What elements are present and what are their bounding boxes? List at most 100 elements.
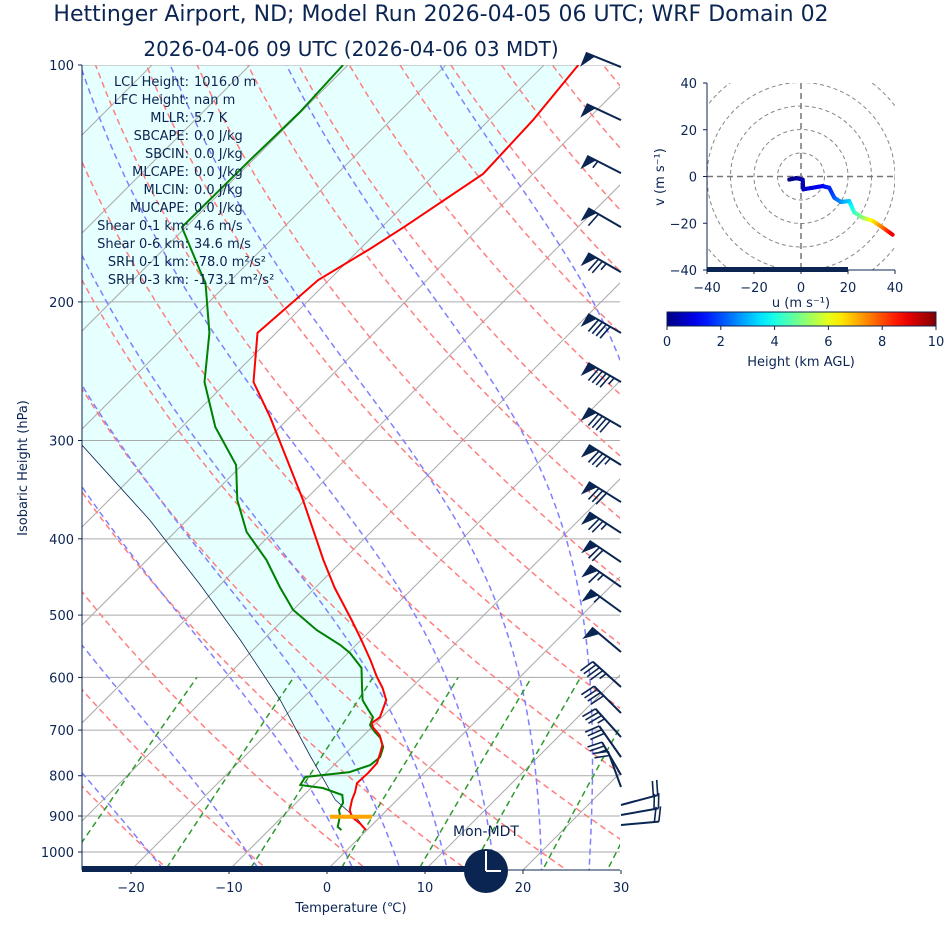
hodo-x-tick-label: −20 bbox=[740, 281, 767, 296]
y-tick-label: 1000 bbox=[41, 846, 74, 861]
dry-adiabat bbox=[723, 29, 945, 885]
parameter-label: LFC Height: bbox=[114, 93, 189, 108]
y-tick-label: 100 bbox=[49, 59, 74, 74]
clock-icon[interactable] bbox=[464, 849, 508, 893]
parameter-value: 5.7 K bbox=[194, 111, 228, 126]
x-tick-label: 30 bbox=[613, 881, 630, 896]
mixing-ratio-line bbox=[53, 677, 197, 884]
colorbar-tick-label: 10 bbox=[928, 335, 945, 350]
x-axis-label: Temperature (℃) bbox=[294, 901, 406, 916]
mixing-ratio-line bbox=[535, 677, 648, 884]
parameter-value: 4.6 m/s bbox=[194, 219, 243, 234]
wind-barb bbox=[581, 590, 621, 612]
wind-barb bbox=[582, 628, 621, 652]
height-colorbar bbox=[667, 312, 936, 326]
cin-area bbox=[0, 65, 578, 830]
colorbar-tick-label: 4 bbox=[770, 335, 778, 350]
mixing-ratio-line bbox=[648, 677, 753, 884]
parameter-value: 34.6 m/s bbox=[194, 237, 251, 252]
dry-adiabat bbox=[822, 29, 945, 885]
timeline[interactable]: Mon-MDT bbox=[82, 824, 519, 893]
wind-barb bbox=[581, 314, 621, 338]
y-tick-label: 900 bbox=[49, 810, 74, 825]
hodo-x-tick-label: −40 bbox=[693, 281, 720, 296]
barb-half bbox=[593, 161, 598, 167]
parameter-label: MLLR: bbox=[150, 111, 189, 126]
parameter-label: LCL Height: bbox=[114, 75, 189, 90]
barb-full bbox=[592, 416, 602, 427]
barb-full bbox=[592, 454, 602, 465]
cin-shading bbox=[0, 65, 578, 830]
wind-barb bbox=[581, 541, 621, 562]
dry-adiabat bbox=[625, 29, 945, 885]
wind-barb bbox=[581, 565, 621, 587]
x-tick-label: 0 bbox=[323, 881, 331, 896]
y-axis-label: Isobaric Height (hPa) bbox=[16, 400, 31, 536]
barb-full bbox=[600, 421, 610, 432]
wind-barb bbox=[582, 709, 621, 737]
parameter-label: MLCIN: bbox=[144, 183, 189, 198]
barb-shaft bbox=[621, 808, 658, 815]
parameter-label: Shear 0-1 km: bbox=[97, 219, 189, 234]
parameter-value: -173.1 m²/s² bbox=[194, 273, 274, 288]
colorbar-tick-label: 2 bbox=[717, 335, 725, 350]
dry-adiabat bbox=[674, 29, 945, 885]
parameter-label: SBCAPE: bbox=[134, 129, 189, 144]
barb-half bbox=[601, 264, 606, 270]
hodograph-x-label: u (m s⁻¹) bbox=[772, 296, 830, 311]
dry-adiabat bbox=[0, 29, 84, 885]
barb-half bbox=[605, 458, 611, 464]
isotherm-line bbox=[508, 29, 945, 885]
barb-full bbox=[659, 806, 661, 821]
barb-shaft bbox=[621, 822, 659, 825]
barb-shaft bbox=[588, 208, 621, 227]
timeline-progress-bar[interactable] bbox=[82, 866, 466, 872]
parameter-value: 0.0 J/kg bbox=[194, 147, 243, 162]
barb-full bbox=[652, 781, 653, 796]
y-tick-label: 700 bbox=[49, 724, 74, 739]
wind-barb bbox=[581, 208, 621, 227]
x-tick-label: −20 bbox=[117, 881, 144, 896]
hodo-x-tick-label: 20 bbox=[840, 281, 857, 296]
wind-barb bbox=[581, 686, 621, 713]
barb-full bbox=[588, 742, 602, 747]
barb-half bbox=[594, 597, 600, 603]
parameter-label: SRH 0-3 km: bbox=[108, 273, 189, 288]
barb-full bbox=[590, 746, 604, 751]
barb-full bbox=[596, 324, 606, 335]
dry-adiabat bbox=[575, 29, 945, 885]
barb-full bbox=[592, 322, 602, 333]
barb-full bbox=[592, 261, 602, 272]
wind-barb bbox=[580, 53, 621, 67]
y-tick-label: 300 bbox=[49, 434, 74, 449]
parameter-value: nan m bbox=[194, 93, 235, 108]
barb-full bbox=[592, 550, 603, 561]
barb-shaft bbox=[608, 751, 621, 787]
wind-barb bbox=[581, 408, 621, 432]
hodo-x-tick-label: 0 bbox=[797, 281, 805, 296]
wind-barb bbox=[581, 363, 621, 387]
hodograph-segment bbox=[891, 233, 893, 234]
parameter-label: Shear 0-6 km: bbox=[97, 237, 189, 252]
hodo-x-tick-label: 40 bbox=[887, 281, 904, 296]
hodo-y-tick-label: 0 bbox=[689, 171, 697, 186]
wind-barb bbox=[621, 780, 658, 805]
parameter-value: -78.0 m²/s² bbox=[194, 255, 266, 270]
barb-shaft bbox=[586, 53, 621, 67]
hodo-y-tick-label: 40 bbox=[680, 77, 697, 92]
y-tick-label: 600 bbox=[49, 671, 74, 686]
barb-shaft bbox=[588, 408, 621, 427]
parameter-value: 1016.0 m bbox=[194, 75, 256, 90]
parameter-label: MUCAPE: bbox=[130, 201, 189, 216]
wind-barb bbox=[581, 482, 621, 504]
colorbar-label: Height (km AGL) bbox=[747, 355, 855, 370]
moist-adiabat bbox=[0, 48, 80, 885]
clock-timezone-label: Mon-MDT bbox=[453, 824, 519, 840]
wind-barb bbox=[581, 253, 621, 273]
parameter-value: 0.0 J/kg bbox=[194, 129, 243, 144]
